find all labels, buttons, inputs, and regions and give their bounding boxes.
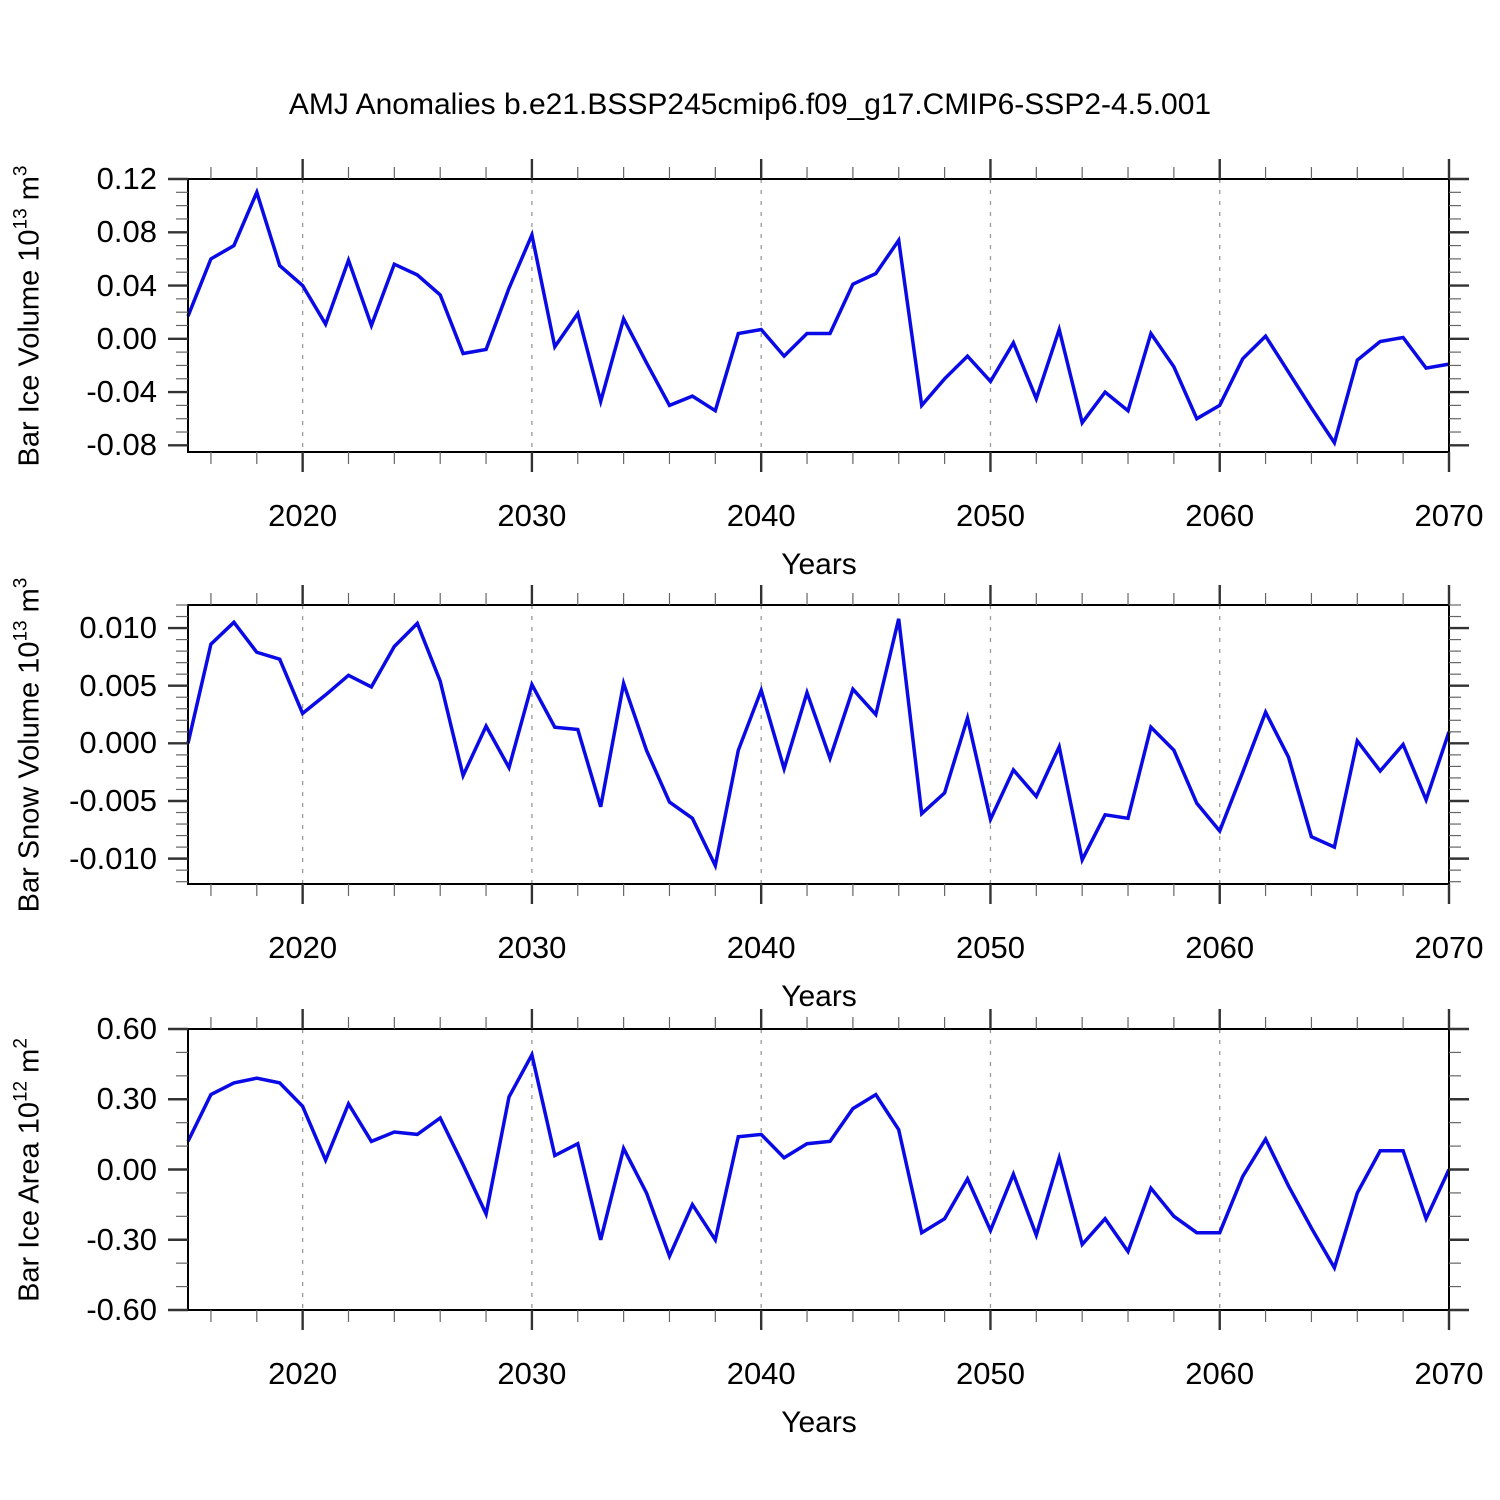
y-tick-label: -0.30 — [86, 1221, 157, 1257]
x-tick-label: 2070 — [1414, 1356, 1484, 1391]
series-line-ice-area — [186, 1049, 1451, 1273]
y-tick-label: -0.005 — [69, 783, 157, 818]
y-axis-title-ice-volume: Bar Ice Volume 1013 m3 — [10, 165, 47, 467]
y-axis-title-superscript: 13 — [10, 208, 32, 230]
x-tick-label: 2030 — [497, 1356, 567, 1391]
x-tick-label: 2040 — [726, 930, 796, 965]
series-line-snow-volume — [186, 618, 1451, 872]
y-tick-label: 0.000 — [79, 725, 157, 761]
x-tick-label: 2040 — [726, 1356, 796, 1391]
x-tick-label: 2060 — [1185, 1356, 1255, 1391]
x-tick-label: 2040 — [726, 498, 796, 533]
y-axis-title-superscript: 3 — [10, 577, 32, 589]
y-tick-label: -0.010 — [69, 840, 157, 876]
x-axis-title: Years — [781, 1406, 857, 1439]
y-tick-label: 0.60 — [96, 1011, 157, 1046]
y-axis-title-ice-area: Bar Ice Area 1012 m2 — [10, 1038, 47, 1302]
x-tick-label: 2060 — [1185, 930, 1255, 965]
y-axis-title-snow-volume: Bar Snow Volume 1013 m3 — [10, 577, 47, 913]
figure-title: AMJ Anomalies b.e21.BSSP245cmip6.f09_g17… — [288, 88, 1212, 121]
y-axis-title-superscript: 13 — [10, 620, 32, 642]
y-axis-title-superscript: 2 — [10, 1038, 32, 1049]
y-tick-label: -0.60 — [86, 1292, 157, 1327]
x-tick-label: 2020 — [268, 930, 338, 965]
y-axis-title-superscript: 3 — [10, 165, 32, 177]
x-axis-title: Years — [781, 980, 857, 1013]
plot-frame — [187, 1028, 1450, 1311]
x-tick-label: 2070 — [1414, 930, 1484, 965]
y-axis-title-text: m — [13, 176, 46, 209]
x-tick-label: 2070 — [1414, 498, 1484, 533]
y-tick-label: 0.00 — [96, 1151, 157, 1187]
y-axis-title-text: m — [13, 1048, 46, 1081]
y-axis-title-text: m — [13, 588, 46, 621]
series-line-ice-volume — [186, 187, 1450, 447]
y-axis-title-superscript: 12 — [10, 1080, 32, 1103]
x-tick-label: 2050 — [956, 498, 1025, 533]
x-tick-label: 2020 — [268, 498, 338, 533]
y-tick-label: 0.04 — [96, 267, 157, 303]
x-tick-label: 2030 — [497, 498, 567, 533]
y-axis-title-text: Bar Ice Volume 10 — [13, 229, 46, 467]
x-tick-label: 2060 — [1185, 498, 1255, 533]
y-axis-title-text: Bar Snow Volume 10 — [13, 641, 46, 913]
y-tick-label: 0.010 — [79, 610, 157, 646]
plot-frame — [187, 604, 1450, 885]
y-tick-label: 0.08 — [96, 214, 157, 250]
y-axis-title-text: Bar Ice Area 10 — [13, 1102, 46, 1302]
y-tick-label: -0.08 — [86, 427, 157, 463]
y-tick-label: -0.04 — [86, 374, 157, 410]
y-tick-label: 0.30 — [96, 1081, 157, 1117]
y-tick-label: 0.005 — [79, 667, 157, 703]
x-tick-label: 2020 — [268, 1356, 338, 1391]
y-tick-label: 0.00 — [96, 320, 157, 356]
x-tick-label: 2050 — [956, 930, 1025, 965]
y-tick-label: 0.12 — [96, 161, 157, 196]
x-tick-label: 2030 — [497, 930, 567, 965]
x-tick-label: 2050 — [956, 1356, 1025, 1391]
plot-frame — [187, 178, 1450, 453]
x-axis-title: Years — [781, 548, 857, 581]
